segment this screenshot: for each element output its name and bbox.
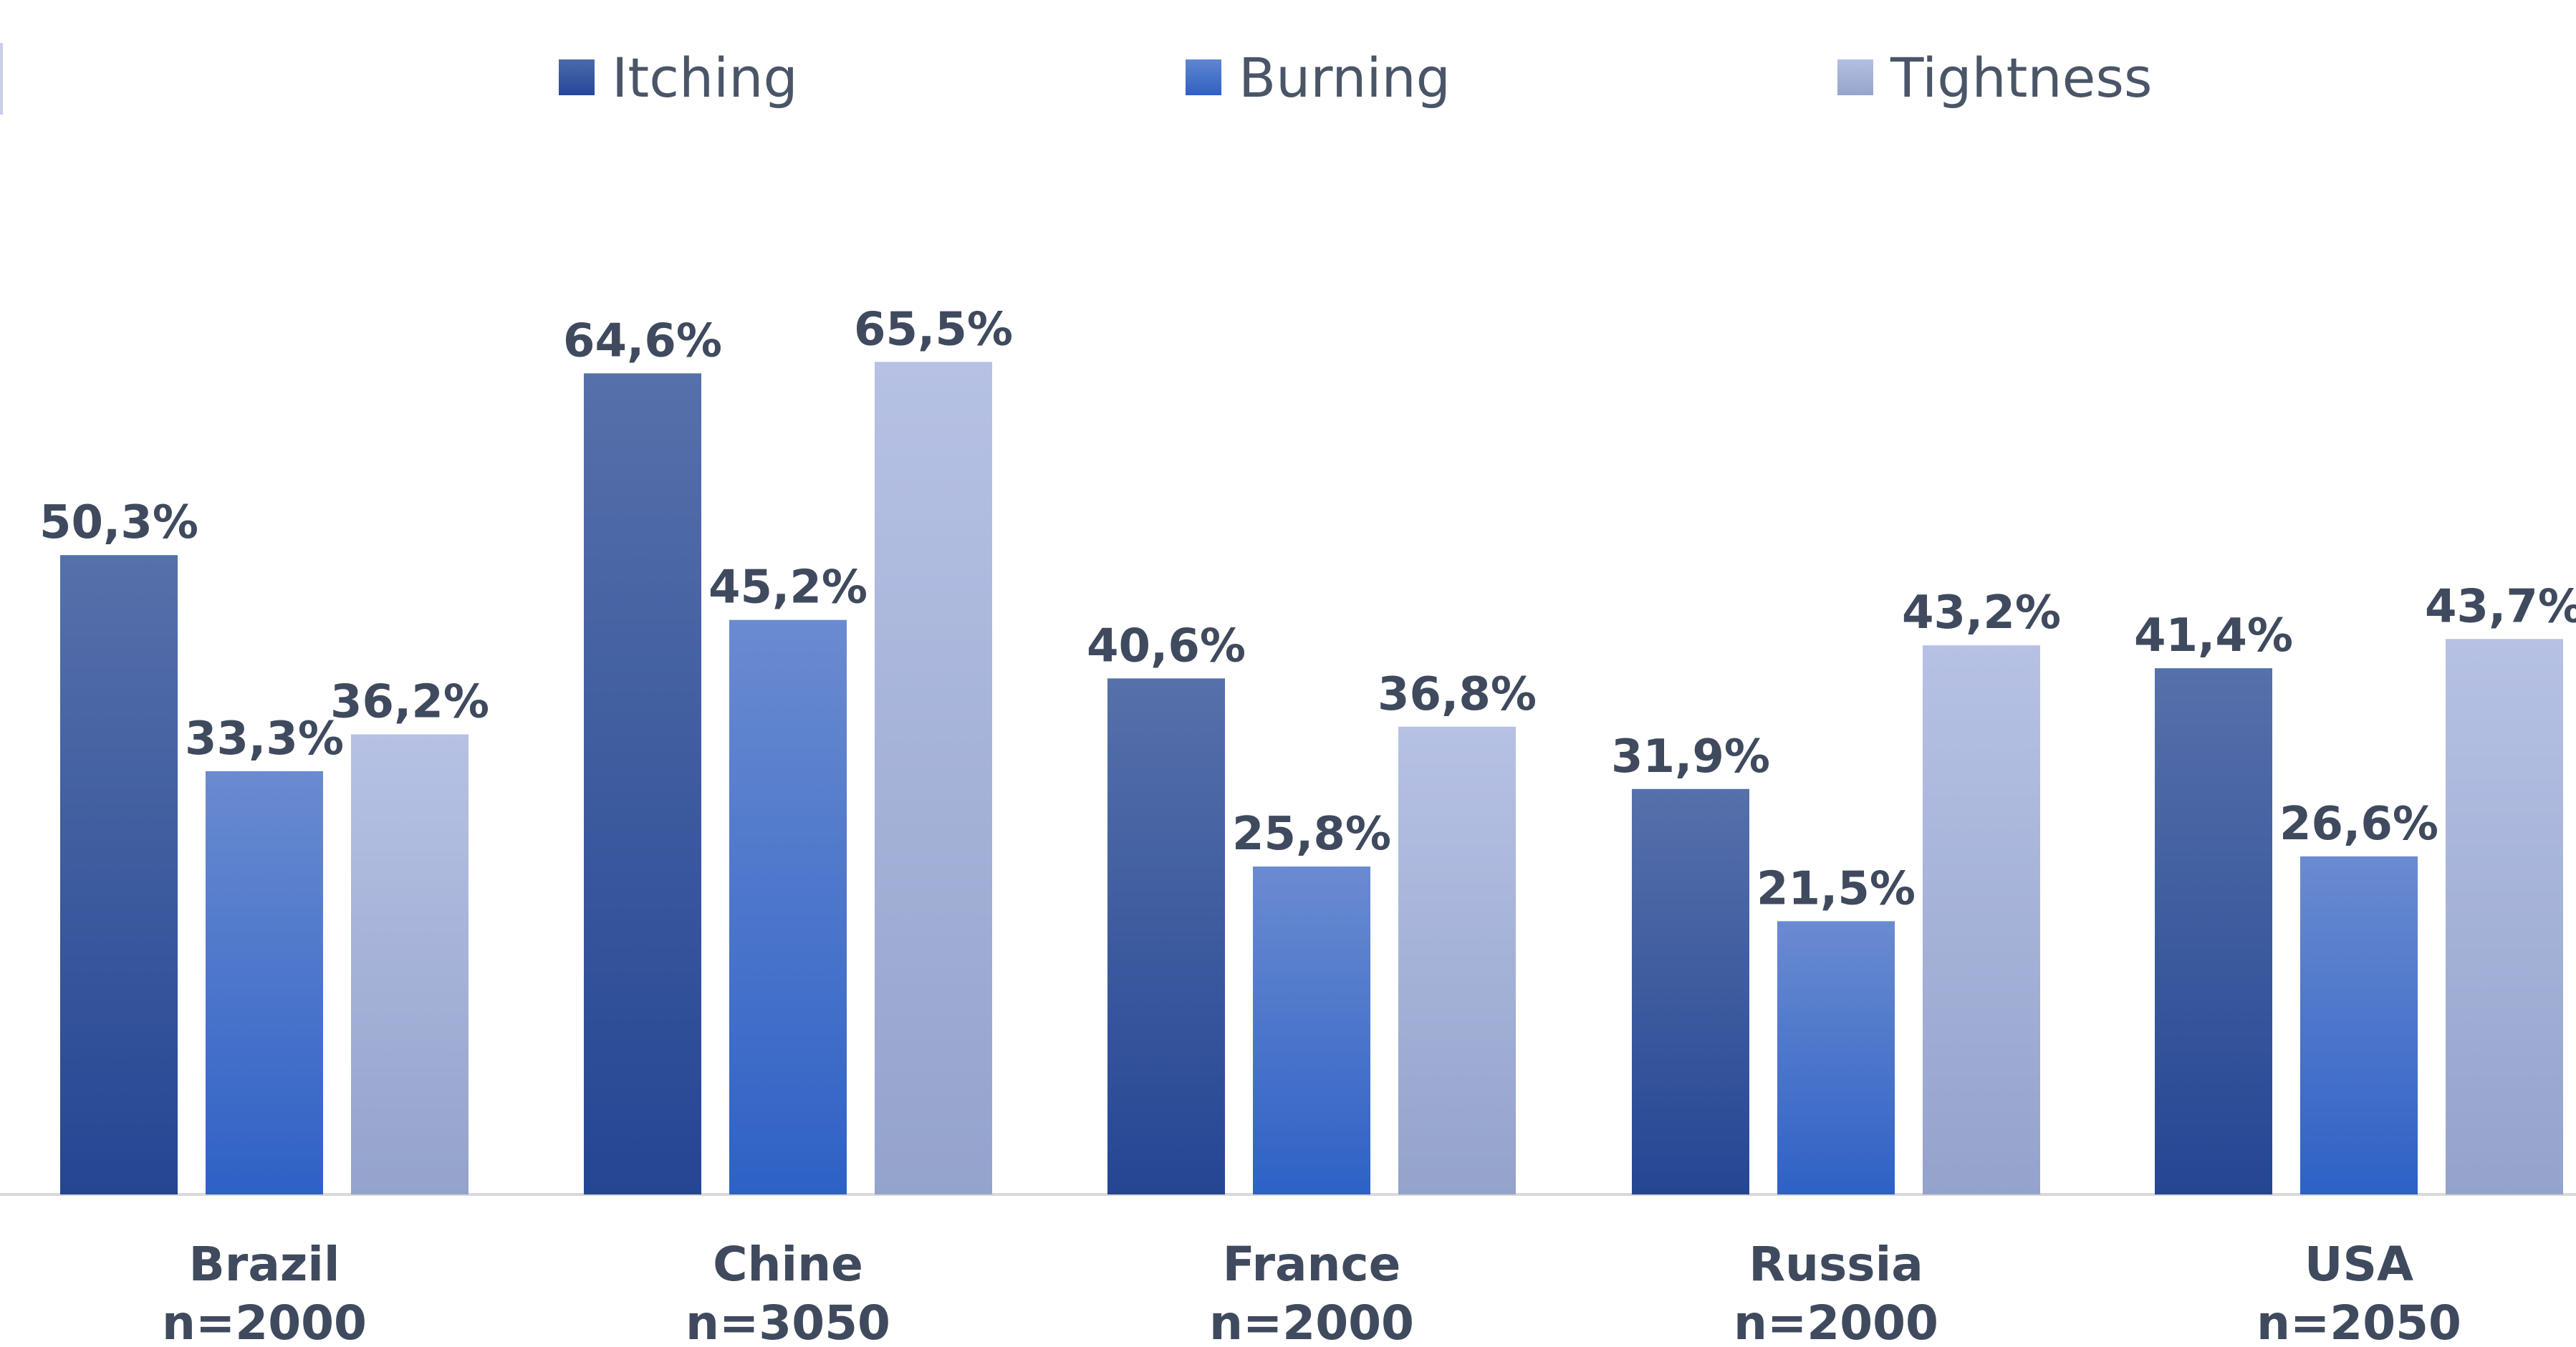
bars-group (60, 362, 2563, 1194)
legend-swatch-itching (559, 59, 595, 95)
data-label-itching-chine: 64,6% (563, 314, 722, 367)
data-label-burning-chine: 45,2% (708, 561, 868, 614)
bar-burning-usa (2300, 856, 2418, 1194)
category-label-usa: USA (2305, 1237, 2413, 1292)
bar-tightness-chine (875, 362, 992, 1194)
legend-swatch-burning (1186, 59, 1221, 95)
data-label-tightness-brazil: 36,2% (330, 675, 489, 728)
bar-itching-russia (1632, 788, 1749, 1194)
category-sample-brazil: n=2000 (162, 1295, 367, 1347)
legend-item-burning: Burning (1186, 46, 1451, 110)
bar-tightness-brazil (351, 734, 468, 1194)
legend-item-itching: Itching (559, 46, 798, 110)
bar-itching-usa (2155, 668, 2272, 1194)
left-edge-mark (0, 43, 3, 115)
data-label-tightness-chine: 65,5% (854, 303, 1013, 356)
bar-burning-brazil (206, 771, 323, 1194)
data-label-tightness-russia: 43,2% (1902, 586, 2061, 639)
legend-item-tightness: Tightness (1837, 46, 2153, 110)
category-label-russia: Russia (1749, 1237, 1923, 1292)
data-label-burning-brazil: 33,3% (185, 713, 344, 766)
data-label-burning-russia: 21,5% (1756, 862, 1916, 915)
bar-tightness-usa (2446, 639, 2563, 1194)
legend-swatch-tightness (1837, 59, 1873, 95)
bar-itching-chine (584, 373, 701, 1194)
data-label-itching-usa: 41,4% (2134, 609, 2293, 662)
data-label-tightness-usa: 43,7% (2425, 580, 2576, 633)
bar-tightness-russia (1923, 645, 2040, 1194)
category-sample-chine: n=3050 (686, 1295, 890, 1347)
data-label-itching-brazil: 50,3% (39, 496, 198, 549)
legend-label-burning: Burning (1239, 45, 1451, 110)
data-label-itching-france: 40,6% (1087, 619, 1246, 672)
category-sample-france: n=2000 (1209, 1295, 1414, 1347)
category-label-france: France (1223, 1237, 1401, 1292)
category-label-brazil: Brazil (188, 1237, 340, 1292)
bar-itching-france (1107, 678, 1225, 1194)
bar-tightness-france (1398, 726, 1516, 1194)
bar-burning-france (1253, 866, 1370, 1194)
data-label-burning-usa: 26,6% (2279, 798, 2438, 851)
data-label-itching-russia: 31,9% (1611, 730, 1770, 783)
category-label-chine: Chine (713, 1237, 863, 1292)
data-label-tightness-france: 36,8% (1378, 668, 1537, 721)
data-labels-group: 50,3% 33,3%36,2% 64,6% 45,2% 65,5% 40,6% 25,8%… (39, 303, 2576, 915)
bar-burning-russia (1777, 921, 1895, 1194)
legend-label-itching: Itching (612, 45, 798, 110)
bar-itching-brazil (60, 555, 178, 1194)
bar-burning-chine (729, 619, 847, 1194)
category-sample-usa: n=2050 (2257, 1295, 2461, 1347)
category-labels-group: Braziln=2000Chinen=3050Francen=2000Russi… (162, 1237, 2461, 1347)
category-sample-russia: n=2000 (1734, 1295, 1938, 1347)
legend-label-tightness: Tightness (1890, 45, 2153, 110)
data-label-burning-france: 25,8% (1232, 808, 1391, 861)
legend: Itching Burning Tightness (0, 46, 2576, 110)
